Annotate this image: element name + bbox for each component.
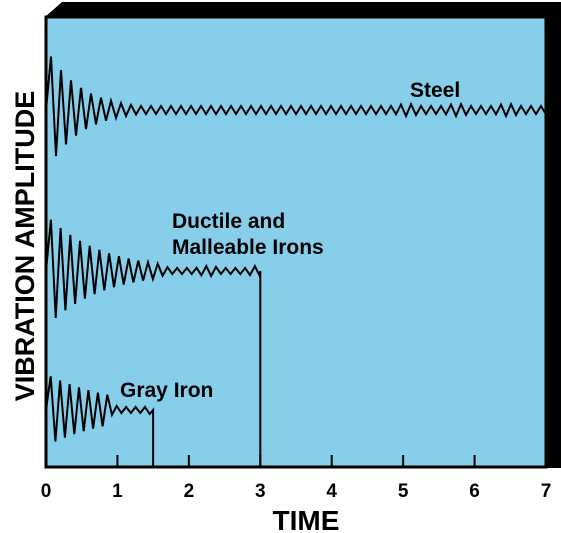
x-tick-label-7: 7 (541, 481, 552, 502)
x-tick-label-0: 0 (41, 481, 52, 502)
series-label-steel: Steel (410, 79, 460, 102)
series-label-ductile-line1: Ductile and (172, 210, 285, 233)
series-line-ductile-and-malleable-irons (45, 219, 262, 467)
x-tick-label-5: 5 (398, 481, 409, 502)
x-tick-label-4: 4 (326, 481, 337, 502)
x-tick-label-6: 6 (469, 481, 480, 502)
x-tick-label-3: 3 (255, 481, 266, 502)
series-line-gray-iron (45, 376, 155, 467)
y-axis-title: VIBRATION AMPLITUDE (10, 91, 40, 402)
series-line-steel (45, 56, 547, 157)
series-label-ductile-line2: Malleable Irons (172, 236, 324, 259)
x-tick-label-2: 2 (184, 481, 195, 502)
x-tick-label-1: 1 (112, 481, 123, 502)
series-label-gray-iron: Gray Iron (120, 379, 213, 402)
x-axis-title: TIME (273, 505, 340, 533)
plot-area (44, 15, 548, 469)
